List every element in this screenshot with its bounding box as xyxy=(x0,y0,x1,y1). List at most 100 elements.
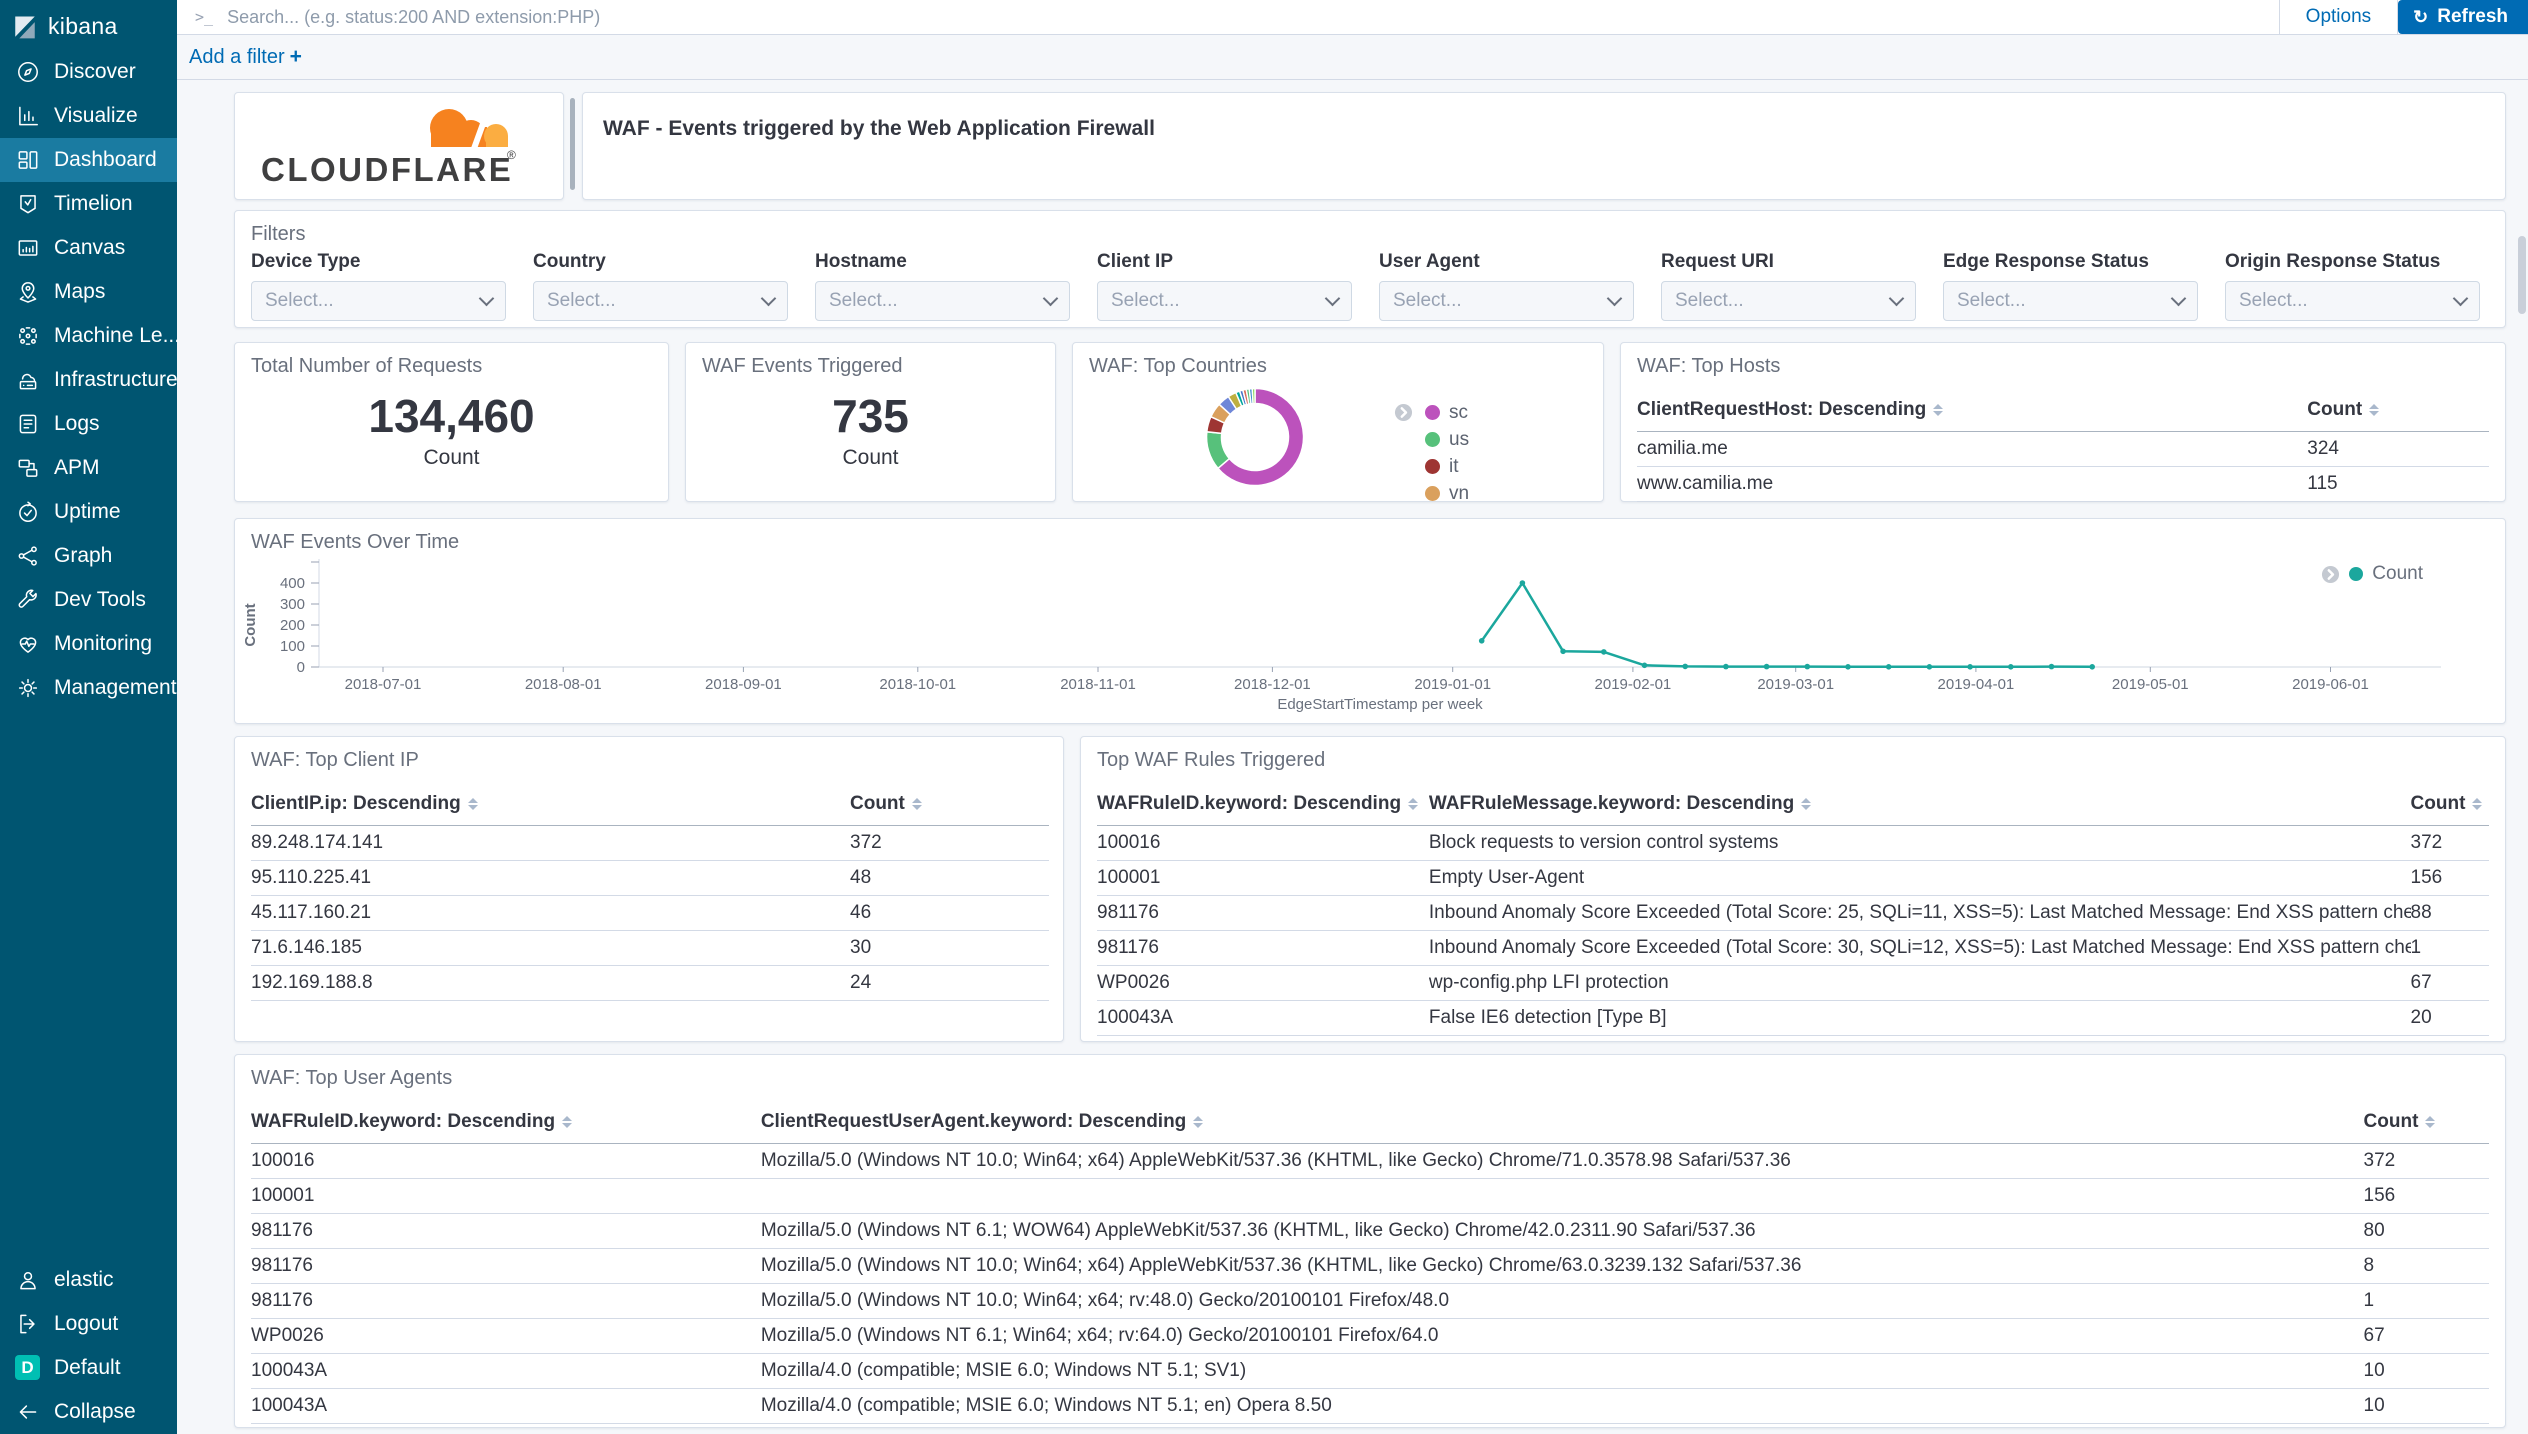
chevron-down-icon xyxy=(1325,291,1341,307)
table-cell: 95.110.225.41 xyxy=(251,861,850,896)
panel-title: WAF: Top User Agents xyxy=(251,1067,452,1090)
column-header[interactable]: WAFRuleID.keyword: Descending xyxy=(251,1105,761,1144)
column-header[interactable]: Count xyxy=(2364,1105,2489,1144)
sort-icon[interactable] xyxy=(562,1116,572,1128)
hostname-select[interactable]: Select... xyxy=(815,281,1070,321)
data-point[interactable] xyxy=(1805,664,1811,670)
donut-slice-other[interactable] xyxy=(1252,389,1255,404)
data-point[interactable] xyxy=(1682,664,1688,670)
user-agent-select[interactable]: Select... xyxy=(1379,281,1634,321)
sort-icon[interactable] xyxy=(1801,798,1811,810)
kibana-logo[interactable]: kibana xyxy=(0,0,177,50)
data-point[interactable] xyxy=(1601,649,1607,655)
column-header[interactable]: ClientIP.ip: Descending xyxy=(251,787,850,826)
column-header[interactable]: Count xyxy=(2307,393,2489,432)
legend-item-vn[interactable]: vn xyxy=(1425,480,1469,502)
options-button[interactable]: Options xyxy=(2279,0,2398,34)
data-point[interactable] xyxy=(1642,663,1648,669)
sidebar-item-infrastructure[interactable]: Infrastructure xyxy=(0,358,177,402)
table-cell: WP0026 xyxy=(251,1319,761,1354)
data-point[interactable] xyxy=(2089,664,2095,670)
legend-item-it[interactable]: it xyxy=(1425,453,1469,480)
data-point[interactable] xyxy=(2049,664,2055,670)
country-select[interactable]: Select... xyxy=(533,281,788,321)
page-scrollbar-thumb[interactable] xyxy=(2518,236,2526,314)
column-header-label: ClientRequestHost: Descending xyxy=(1637,399,1926,420)
sort-icon[interactable] xyxy=(468,798,478,810)
sidebar-item-label: Default xyxy=(54,1356,121,1380)
sidebar-item-maps[interactable]: Maps xyxy=(0,270,177,314)
sort-icon[interactable] xyxy=(1408,798,1418,810)
data-point[interactable] xyxy=(2008,664,2014,670)
sidebar-item-management[interactable]: Management xyxy=(0,666,177,710)
y-tick-label: 200 xyxy=(280,617,305,634)
table-cell: 80 xyxy=(2364,1214,2489,1249)
edge-response-status-select[interactable]: Select... xyxy=(1943,281,2198,321)
legend-item-us[interactable]: us xyxy=(1425,426,1469,453)
table-row: 981176Mozilla/5.0 (Windows NT 10.0; Win6… xyxy=(251,1249,2489,1284)
legend-color-dot xyxy=(1425,432,1440,447)
user-icon xyxy=(15,1267,41,1293)
column-header[interactable]: ClientRequestUserAgent.keyword: Descendi… xyxy=(761,1105,2364,1144)
tables-row: WAF: Top Client IP ClientIP.ip: Descendi… xyxy=(234,736,2506,1042)
sort-icon[interactable] xyxy=(2369,404,2379,416)
sidebar-item-label: Maps xyxy=(54,280,105,304)
sidebar-item-default[interactable]: DDefault xyxy=(0,1346,177,1390)
data-point[interactable] xyxy=(1520,580,1526,586)
column-header[interactable]: WAFRuleMessage.keyword: Descending xyxy=(1429,787,2411,826)
waf-events-value: 735 xyxy=(832,393,909,439)
request-uri-select[interactable]: Select... xyxy=(1661,281,1916,321)
refresh-button[interactable]: ↻ Refresh xyxy=(2398,0,2528,34)
search-input[interactable] xyxy=(225,0,2279,35)
column-header[interactable]: ClientRequestHost: Descending xyxy=(1637,393,2307,432)
legend-item-sc[interactable]: sc xyxy=(1425,399,1469,426)
sidebar-item-label: Collapse xyxy=(54,1400,136,1424)
sidebar-item-timelion[interactable]: Timelion xyxy=(0,182,177,226)
add-filter-button[interactable]: Add a filter+ xyxy=(189,45,302,69)
data-point[interactable] xyxy=(1479,638,1485,644)
expand-legend-icon[interactable] xyxy=(1394,403,1413,428)
markdown-scrollbar-thumb[interactable] xyxy=(570,98,575,190)
data-point[interactable] xyxy=(1967,664,1973,670)
top-hosts-panel: WAF: Top Hosts ClientRequestHost: Descen… xyxy=(1620,342,2506,502)
sidebar-item-logout[interactable]: Logout xyxy=(0,1302,177,1346)
device-type-select[interactable]: Select... xyxy=(251,281,506,321)
table-cell: Mozilla/4.0 (compatible; MSIE 6.0; Windo… xyxy=(761,1389,2364,1424)
sidebar-item-elastic[interactable]: elastic xyxy=(0,1258,177,1302)
sidebar-item-collapse[interactable]: Collapse xyxy=(0,1390,177,1434)
column-header[interactable]: WAFRuleID.keyword: Descending xyxy=(1097,787,1429,826)
table-cell: False IE6 detection [Type B] xyxy=(1429,1001,2411,1036)
data-point[interactable] xyxy=(1886,664,1892,670)
sidebar-item-apm[interactable]: APM xyxy=(0,446,177,490)
column-header[interactable]: Count xyxy=(850,787,1049,826)
column-header[interactable]: Count xyxy=(2411,787,2489,826)
sidebar-item-visualize[interactable]: Visualize xyxy=(0,94,177,138)
legend-color-dot xyxy=(1425,459,1440,474)
origin-response-status-select[interactable]: Select... xyxy=(2225,281,2480,321)
data-point[interactable] xyxy=(1764,664,1770,670)
sidebar-item-logs[interactable]: Logs xyxy=(0,402,177,446)
sort-icon[interactable] xyxy=(1933,404,1943,416)
sidebar-item-machine-le[interactable]: Machine Le... xyxy=(0,314,177,358)
sidebar-item-graph[interactable]: Graph xyxy=(0,534,177,578)
data-point[interactable] xyxy=(1845,664,1851,670)
sort-icon[interactable] xyxy=(912,798,922,810)
data-point[interactable] xyxy=(1723,664,1729,670)
sidebar-item-dev-tools[interactable]: Dev Tools xyxy=(0,578,177,622)
sort-icon[interactable] xyxy=(1193,1116,1203,1128)
sidebar-item-label: Dev Tools xyxy=(54,588,146,612)
sort-icon[interactable] xyxy=(2425,1116,2435,1128)
top-client-ip-panel: WAF: Top Client IP ClientIP.ip: Descendi… xyxy=(234,736,1064,1042)
column-header-label: Count xyxy=(2411,793,2466,814)
sort-icon[interactable] xyxy=(2472,798,2482,810)
data-point[interactable] xyxy=(1560,649,1566,655)
select-placeholder: Select... xyxy=(1675,290,1744,312)
data-point[interactable] xyxy=(1927,664,1933,670)
sidebar-item-canvas[interactable]: Canvas xyxy=(0,226,177,270)
sidebar-item-uptime[interactable]: Uptime xyxy=(0,490,177,534)
sidebar-item-dashboard[interactable]: Dashboard xyxy=(0,138,177,182)
table-row: 100016Mozilla/5.0 (Windows NT 10.0; Win6… xyxy=(251,1144,2489,1179)
sidebar-item-discover[interactable]: Discover xyxy=(0,50,177,94)
sidebar-item-monitoring[interactable]: Monitoring xyxy=(0,622,177,666)
client-ip-select[interactable]: Select... xyxy=(1097,281,1352,321)
